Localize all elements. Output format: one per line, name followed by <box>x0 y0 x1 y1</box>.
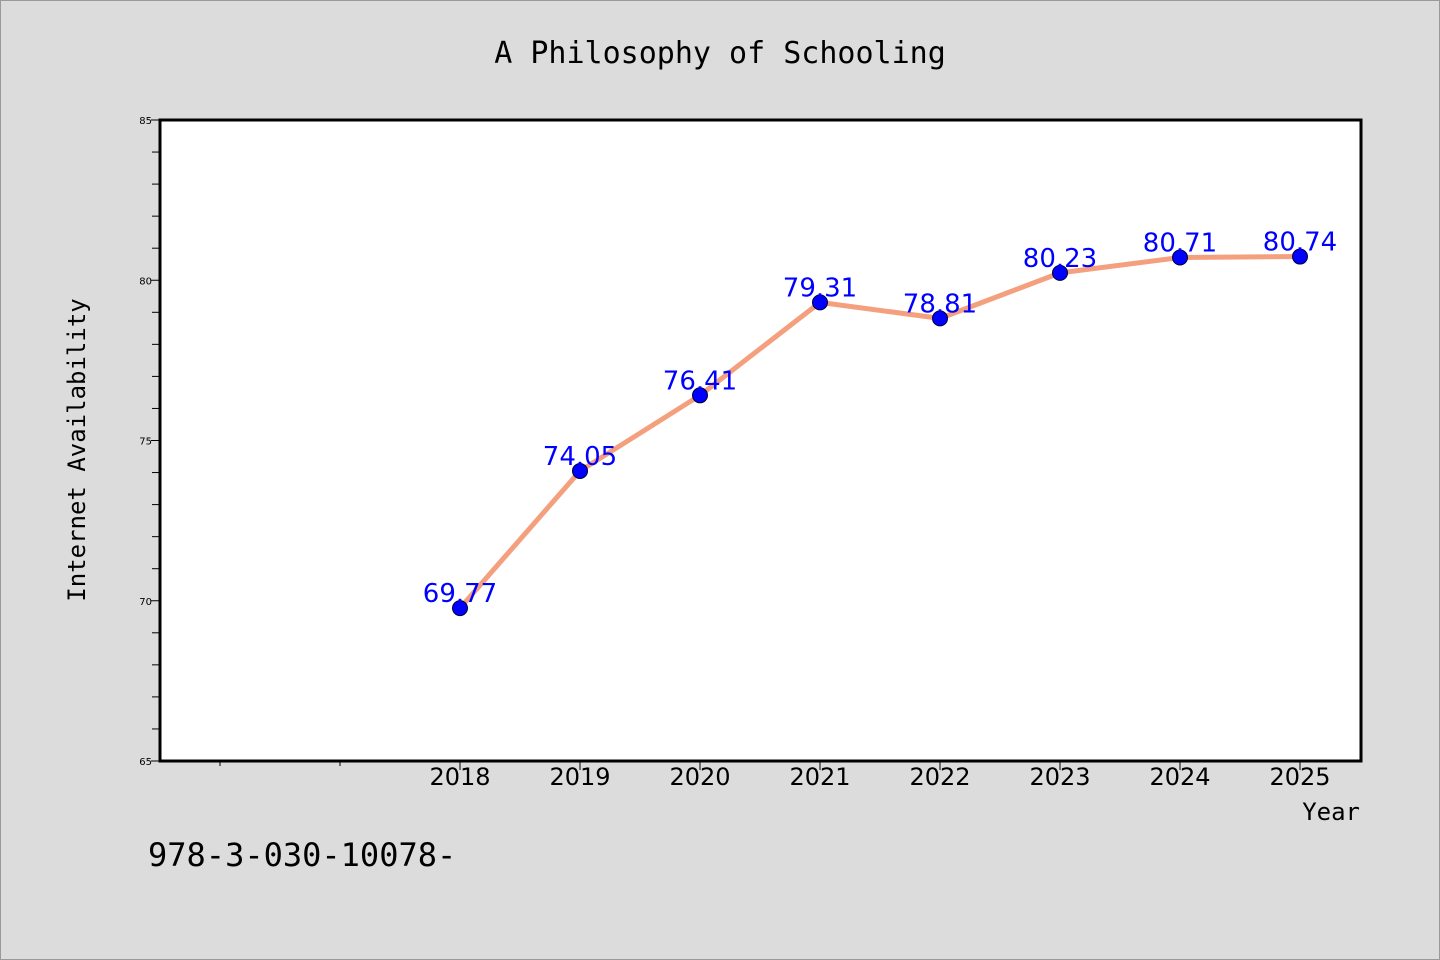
data-point-markers <box>452 248 1308 617</box>
plot-frame <box>158 118 1363 763</box>
data-label: 78.81 <box>903 289 977 319</box>
chart-title: A Philosophy of Schooling <box>494 36 946 71</box>
x-tick-label: 2020 <box>669 763 730 791</box>
y-tick-label: 80 <box>139 276 152 287</box>
y-tick-label: 85 <box>139 116 152 127</box>
data-label: 80.71 <box>1143 228 1217 258</box>
x-tick-label: 2024 <box>1149 763 1210 791</box>
y-axis-label: Internet Availability <box>63 298 91 601</box>
x-tick-label: 2019 <box>549 763 610 791</box>
data-label: 76.41 <box>663 366 737 396</box>
data-point-marker <box>452 600 468 617</box>
data-labels: 69.77 74.05 76.41 79.31 78.81 80.23 80.71 80.74 <box>423 228 1337 610</box>
series-line-group <box>457 254 1303 611</box>
isbn-annotation: 978-3-030-10078- <box>148 836 456 874</box>
y-tick-label: 65 <box>139 757 152 768</box>
x-tick-label: 2025 <box>1269 763 1330 791</box>
data-point-marker <box>1292 248 1308 265</box>
x-tick-label: 2021 <box>789 763 850 791</box>
x-tick-label: 2018 <box>429 763 490 791</box>
x-tick-label: 2023 <box>1029 763 1090 791</box>
data-point-marker <box>692 387 708 404</box>
data-label: 80.23 <box>1023 244 1097 274</box>
data-point-marker <box>812 294 828 311</box>
y-tick-label: 70 <box>139 597 152 608</box>
x-axis-ticks: 2018 2019 2020 2021 2022 2023 2024 2025 <box>219 761 1331 791</box>
data-label: 69.77 <box>423 579 497 609</box>
data-point-marker <box>932 310 948 327</box>
y-tick-label: 75 <box>139 437 152 448</box>
data-label: 80.74 <box>1263 228 1337 258</box>
data-point-marker <box>572 462 588 479</box>
data-label: 79.31 <box>783 273 857 303</box>
series-line <box>457 254 1303 611</box>
data-point-marker <box>1172 249 1188 266</box>
data-label: 74.05 <box>543 442 617 472</box>
x-axis-label: Year <box>1302 798 1360 826</box>
x-tick-label: 2022 <box>909 763 970 791</box>
plot-area <box>160 120 1361 761</box>
data-point-marker <box>1052 264 1068 281</box>
